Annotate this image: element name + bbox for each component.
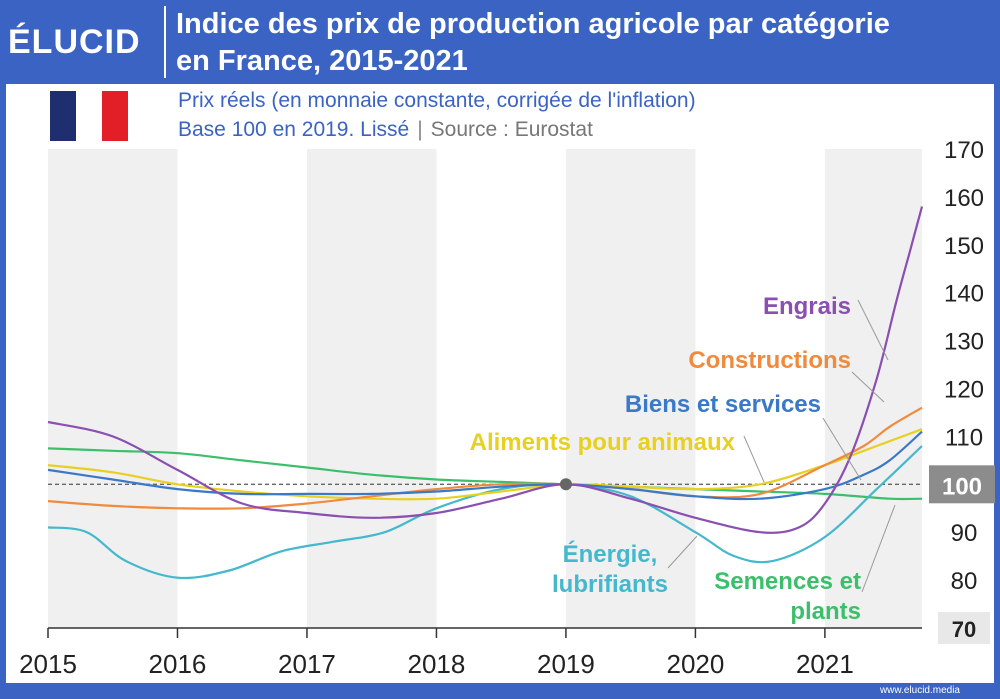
reference-value-box xyxy=(929,465,995,504)
x-tick-label: 2016 xyxy=(149,649,207,679)
series-line-energie-lubrifiants xyxy=(47,445,923,580)
separator: | xyxy=(417,118,423,141)
y-tick-label: 120 xyxy=(944,377,984,404)
leader-line-aliments-pour-animaux xyxy=(743,435,765,483)
elucid-logo: ÉLUCID xyxy=(8,23,141,61)
series-lines xyxy=(47,206,924,580)
y-min-box xyxy=(938,612,990,644)
reference-point-group xyxy=(559,478,572,491)
series-line-semences-et-plants xyxy=(47,447,923,501)
source-note: Source : Eurostat xyxy=(430,118,593,141)
y-tick-label: 100 xyxy=(942,473,982,500)
chart-title: Indice des prix de production agricole p… xyxy=(176,6,991,80)
leader-line-energie-lubrifiants xyxy=(667,535,698,569)
year-band xyxy=(306,149,437,628)
title-line-2: en France, 2015-2021 xyxy=(176,45,468,77)
y-tick-label: 130 xyxy=(944,329,984,356)
series-labels: Engrais Constructions Biens et services Ali… xyxy=(470,293,896,625)
series-label-aliments-pour-animaux: Aliments pour animaux xyxy=(470,429,736,456)
base-point xyxy=(559,478,572,491)
leader-line-engrais xyxy=(857,299,889,361)
x-tick-label: 2015 xyxy=(19,649,77,679)
chart-subtitle: Prix réels (en monnaie constante, corrig… xyxy=(178,89,696,112)
x-tick-label: 2021 xyxy=(796,649,854,679)
y-tick-label: 160 xyxy=(944,185,984,212)
series-label-energie-lubrifiants: Énergie, xyxy=(563,540,658,568)
year-bands xyxy=(48,149,922,628)
chart-base-source: Base 100 en 2019. Lissé | Source : Eurosta… xyxy=(178,117,593,143)
leader-line-semences-et-plants xyxy=(861,504,896,593)
flag-stripe-blue xyxy=(50,91,76,141)
x-tick-label: 2018 xyxy=(408,649,466,679)
x-axis-ticks: 2015 2016 2017 2018 2019 2020 2021 xyxy=(19,649,854,679)
y-tick-label: 90 xyxy=(951,520,978,547)
header-divider xyxy=(164,6,166,78)
year-band xyxy=(48,149,178,628)
series-label-constructions: Constructions xyxy=(688,347,851,374)
flag-stripe-red xyxy=(102,91,128,141)
series-label-energie-lubrifiants: lubrifiants xyxy=(552,571,668,598)
leader-line-biens-et-services xyxy=(822,417,862,481)
series-label-semences-et-plants: plants xyxy=(790,598,861,625)
x-tick-label: 2019 xyxy=(537,649,595,679)
x-tick-label: 2020 xyxy=(666,649,724,679)
y-tick-label: 70 xyxy=(952,617,976,642)
series-line-constructions xyxy=(47,406,923,510)
y-tick-label: 140 xyxy=(944,281,984,308)
france-flag-icon xyxy=(50,91,128,141)
y-tick-label: 80 xyxy=(951,568,978,595)
series-line-engrais xyxy=(47,206,924,534)
header: ÉLUCID Indice des prix de production agr… xyxy=(0,0,1000,84)
series-label-engrais: Engrais xyxy=(763,293,851,320)
y-tick-label: 150 xyxy=(944,233,984,260)
y-tick-label: 170 xyxy=(944,137,984,164)
series-label-biens-et-services: Biens et services xyxy=(625,391,821,418)
flag-stripe-white xyxy=(76,91,102,141)
x-tick-label: 2017 xyxy=(278,649,336,679)
base-note: Base 100 en 2019. Lissé xyxy=(178,118,410,141)
year-band xyxy=(565,149,696,628)
series-line-aliments-pour-animaux xyxy=(47,428,923,501)
y-axis-ticks: 170 160 150 140 130 120 110 100 90 80 70 xyxy=(929,137,995,644)
y-tick-label: 110 xyxy=(945,424,983,451)
title-line-1: Indice des prix de production agricole p… xyxy=(176,8,890,40)
series-label-semences-et-plants: Semences et xyxy=(714,568,861,595)
leader-line-constructions xyxy=(851,371,885,403)
website-url: www.elucid.media xyxy=(879,685,960,696)
